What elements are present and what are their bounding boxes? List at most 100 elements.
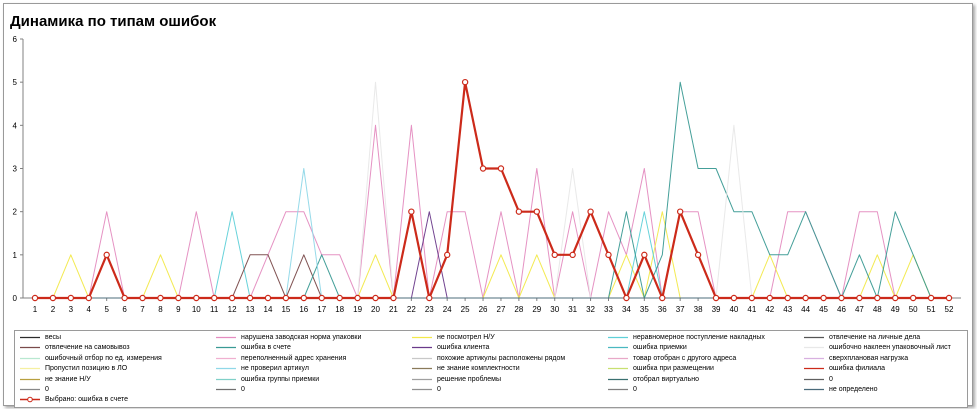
x-tick-label: 29 xyxy=(532,305,541,314)
legend-label: отвлечение на личные дела xyxy=(829,334,921,341)
x-tick-label: 41 xyxy=(747,305,756,314)
series-point xyxy=(497,165,505,172)
legend-label: отобрал виртуально xyxy=(633,375,700,383)
y-tick-label: 4 xyxy=(13,121,18,130)
legend-label: ошибочно наклеен упаковочный лист xyxy=(829,344,951,352)
legend-swatch xyxy=(216,388,236,391)
legend-label: решение проблемы xyxy=(437,375,502,383)
series-point xyxy=(211,294,218,302)
x-tick-label: 47 xyxy=(855,305,864,314)
legend-label: сверхплановая нагрузка xyxy=(829,354,909,362)
legend-swatch xyxy=(216,357,236,359)
x-tick-label: 19 xyxy=(353,305,362,314)
series-point xyxy=(945,294,953,302)
series-point xyxy=(874,294,881,302)
legend-swatch xyxy=(20,357,40,359)
series-line xyxy=(35,81,949,300)
x-tick-label: 6 xyxy=(122,305,127,314)
x-tick-label: 10 xyxy=(192,305,201,314)
legend-label: 0 xyxy=(45,386,49,393)
y-tick-label: 5 xyxy=(13,78,18,87)
series-point xyxy=(49,294,57,302)
x-tick-label: 18 xyxy=(335,305,344,314)
x-tick-label: 36 xyxy=(658,305,667,314)
series-point xyxy=(856,294,863,302)
legend-label: не определено xyxy=(829,386,878,393)
series-point xyxy=(103,251,110,259)
x-tick-label: 16 xyxy=(299,305,308,314)
x-tick-label: 17 xyxy=(317,305,326,314)
x-tick-label: 40 xyxy=(729,305,738,314)
series-point xyxy=(479,165,487,172)
x-tick-label: 33 xyxy=(604,305,613,314)
series-point xyxy=(175,294,182,302)
series-line xyxy=(35,81,949,299)
legend-swatch xyxy=(20,368,40,370)
series-point xyxy=(730,294,738,302)
legend-swatch xyxy=(216,368,236,370)
y-tick-label: 6 xyxy=(13,35,18,44)
legend-swatch xyxy=(804,347,824,349)
legend-label: ошибка при размещении xyxy=(633,365,714,373)
x-tick-label: 38 xyxy=(694,305,703,314)
series-point xyxy=(551,251,558,259)
x-tick-label: 15 xyxy=(281,305,290,314)
series-point xyxy=(282,294,290,302)
legend-swatch xyxy=(412,347,432,349)
legend-swatch xyxy=(608,336,628,339)
legend-swatch xyxy=(20,347,40,349)
x-tick-label: 23 xyxy=(425,305,434,314)
x-tick-label: 51 xyxy=(927,305,936,314)
legend-swatch xyxy=(608,347,628,349)
y-tick-label: 1 xyxy=(13,251,18,260)
legend-label: ошибка в счете xyxy=(241,344,291,352)
legend-label: ошибка филиала xyxy=(829,365,886,373)
x-tick-label: 4 xyxy=(87,305,92,314)
x-tick-label: 1 xyxy=(33,305,38,314)
x-tick-label: 27 xyxy=(497,305,506,314)
series-line xyxy=(35,168,949,299)
series-point xyxy=(927,294,935,302)
legend-label: ошибка клиента xyxy=(437,344,490,352)
legend-label: ошибка группы приемки xyxy=(241,375,320,383)
series-point xyxy=(461,78,469,86)
legend-label: неравномерное поступление накладных xyxy=(633,334,765,341)
legend-swatch xyxy=(804,378,824,380)
legend-label: похожие артикулы расположены рядом xyxy=(437,354,566,362)
legend-swatch xyxy=(20,336,40,339)
x-tick-label: 52 xyxy=(945,305,954,314)
series-point xyxy=(748,294,756,302)
series-point xyxy=(300,294,308,302)
x-tick-label: 31 xyxy=(568,305,577,314)
legend-swatch xyxy=(608,357,628,359)
series-point xyxy=(802,294,809,302)
series-point xyxy=(443,251,451,259)
x-tick-label: 24 xyxy=(443,305,452,314)
x-tick-label: 49 xyxy=(891,305,900,314)
x-tick-label: 22 xyxy=(407,305,416,314)
y-tick-label: 3 xyxy=(13,165,18,174)
series-point xyxy=(820,294,827,302)
x-tick-label: 45 xyxy=(819,305,828,314)
legend-label: 0 xyxy=(437,386,441,393)
x-tick-label: 50 xyxy=(909,305,918,314)
legend-swatch xyxy=(20,397,40,403)
series-point xyxy=(228,294,236,302)
series-point xyxy=(838,294,845,302)
series-point xyxy=(909,294,917,302)
x-tick-label: 11 xyxy=(210,305,219,314)
legend-label: 0 xyxy=(241,386,245,393)
series-point xyxy=(533,208,541,215)
chart-title: Динамика по типам ошибок xyxy=(10,13,217,30)
legend-swatch xyxy=(20,388,40,391)
legend-swatch xyxy=(804,357,824,359)
legend-swatch xyxy=(412,336,432,339)
legend-swatch xyxy=(412,388,432,391)
legend-swatch xyxy=(216,378,236,380)
x-tick-label: 20 xyxy=(371,305,380,314)
legend-label: ошибочный отбор по ед. измерения xyxy=(45,354,162,362)
chart-legend: весы нарушена заводская норма упаковки не … xyxy=(14,330,968,408)
legend-label: 0 xyxy=(829,375,833,383)
legend-swatch xyxy=(804,368,824,370)
x-tick-label: 5 xyxy=(104,305,109,314)
